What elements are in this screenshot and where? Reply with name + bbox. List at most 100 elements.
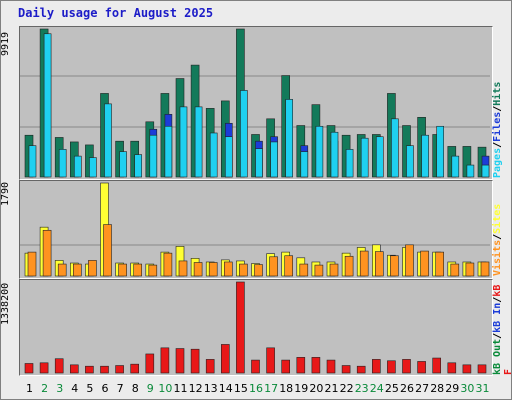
- day-label: 15: [233, 382, 248, 395]
- files-bar: [451, 155, 460, 178]
- day-label: 3: [56, 382, 64, 395]
- kb-bar: [24, 363, 34, 374]
- day-label: 19: [294, 382, 309, 395]
- kb-bar: [266, 347, 275, 374]
- kb-bar: [356, 365, 366, 374]
- kb-bar: [447, 362, 457, 374]
- files-bar: [436, 125, 445, 178]
- day-label: 1: [26, 382, 33, 395]
- kb-bar: [205, 359, 215, 374]
- files-bar: [209, 132, 218, 178]
- files-bar: [360, 137, 369, 178]
- files-bar: [481, 164, 490, 178]
- sites-bar: [239, 263, 248, 277]
- files-bar: [43, 33, 52, 178]
- kb-bar: [477, 364, 487, 374]
- sites-bar: [299, 263, 309, 277]
- kb-bar: [175, 348, 185, 374]
- files-bar: [330, 131, 339, 178]
- files-bar: [315, 125, 324, 178]
- sites-bar: [314, 264, 324, 277]
- sites-bar: [193, 262, 203, 277]
- files-bar: [421, 134, 429, 178]
- kb-bar: [387, 360, 396, 374]
- sites-bar: [450, 263, 460, 277]
- day-label: 26: [400, 382, 414, 395]
- files-bar: [194, 106, 203, 178]
- files-bar: [28, 145, 37, 178]
- sites-bar: [148, 264, 158, 277]
- kb-bar: [326, 359, 336, 374]
- files-bar: [375, 136, 384, 178]
- kb-bar: [54, 358, 64, 374]
- kb-bar: [432, 357, 442, 374]
- sites-bar: [390, 255, 399, 277]
- sites-bar: [420, 250, 429, 277]
- kb-bar: [221, 344, 230, 374]
- kb-bar: [311, 357, 321, 374]
- kb-bar: [130, 363, 139, 374]
- files-bar: [345, 149, 354, 178]
- files-bar: [406, 145, 414, 178]
- files-bar: [119, 151, 127, 178]
- files-bar: [89, 157, 97, 178]
- day-label: 6: [101, 382, 109, 395]
- kb-bar: [100, 365, 109, 374]
- sites-bar: [405, 244, 414, 277]
- sites-bar: [88, 260, 97, 277]
- sites-bar: [133, 263, 142, 277]
- files-bar: [391, 118, 399, 178]
- visits-sites-panel: [19, 180, 493, 279]
- files-bar: [58, 149, 67, 178]
- day-label: 18: [279, 382, 294, 395]
- sites-bar: [435, 251, 445, 277]
- day-label: 13: [203, 382, 218, 395]
- day-label: 31: [475, 382, 490, 395]
- day-label: 21: [324, 382, 339, 395]
- sites-bar: [269, 256, 278, 277]
- kb-bar: [70, 364, 79, 374]
- files-bar: [74, 155, 82, 178]
- day-label: 2: [41, 382, 49, 395]
- day-label: 23: [354, 382, 369, 395]
- day-label: 7: [116, 382, 124, 395]
- kb-bar: [417, 361, 426, 374]
- sites-bar: [254, 264, 263, 277]
- sites-bar: [374, 251, 384, 277]
- day-label: 29: [445, 382, 460, 395]
- sites-bar: [329, 263, 339, 277]
- files-bar: [164, 125, 173, 178]
- files-bar: [104, 103, 112, 178]
- sites-bar: [208, 262, 218, 277]
- sites-bar: [480, 261, 490, 277]
- sites-bar: [465, 262, 475, 277]
- day-label: 17: [264, 382, 279, 395]
- kb-bar: [371, 359, 381, 374]
- kb-bar: [145, 353, 155, 374]
- kb-bar: [236, 281, 245, 374]
- day-label: 22: [339, 382, 354, 395]
- sites-bar: [178, 260, 188, 277]
- day-label: 8: [131, 382, 139, 395]
- day-label: 4: [71, 382, 79, 395]
- day-label: 20: [309, 382, 324, 395]
- files-bar: [149, 134, 158, 178]
- sites-bar: [224, 261, 233, 277]
- day-label: 5: [86, 382, 94, 395]
- files-bar: [300, 151, 309, 178]
- kb-bar: [39, 362, 49, 374]
- day-label: 12: [188, 382, 203, 395]
- kb-bar: [115, 365, 124, 374]
- files-bar: [466, 164, 475, 178]
- sites-bar: [359, 250, 369, 277]
- day-label: 10: [158, 382, 173, 395]
- day-label: 24: [369, 382, 384, 395]
- kb-bar: [281, 359, 291, 374]
- kb-bar: [402, 359, 411, 374]
- day-label: 28: [430, 382, 445, 395]
- sites-bar: [103, 224, 112, 277]
- files-bar: [134, 154, 142, 178]
- kb-bar: [462, 364, 472, 374]
- files-bar: [179, 106, 188, 178]
- day-label: 14: [218, 382, 233, 395]
